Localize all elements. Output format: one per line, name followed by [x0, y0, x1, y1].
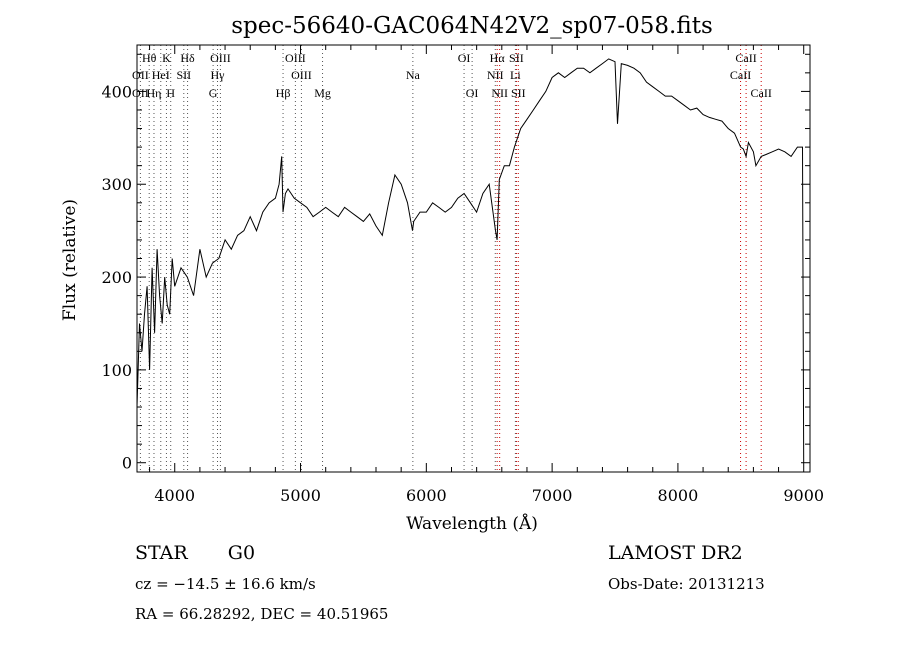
- plot-frame: [136, 44, 811, 473]
- line-label-19: Hη: [147, 86, 162, 100]
- x-tick-label: 4000: [154, 486, 195, 505]
- object-class: STAR G0: [135, 542, 255, 564]
- flux-series-line: [136, 58, 805, 463]
- x-tick-label: 8000: [658, 486, 699, 505]
- line-label-23: Mg: [314, 86, 331, 100]
- line-label-11: SII: [176, 68, 191, 82]
- x-axis-label: Wavelength (Å): [406, 513, 538, 534]
- line-label-6: Hα: [490, 51, 506, 65]
- line-label-26: SII: [511, 86, 526, 100]
- subclass-label: G0: [227, 542, 256, 564]
- line-label-3: OIII: [210, 51, 231, 65]
- x-tick-label: 7000: [532, 486, 573, 505]
- line-label-18: OII: [132, 86, 149, 100]
- line-label-2: Hδ: [180, 51, 195, 65]
- spectral-line-markers: [139, 45, 762, 472]
- y-tick-label: 200: [101, 268, 132, 287]
- x-tick-label: 6000: [406, 486, 447, 505]
- x-axis: 4000 5000 6000 7000 8000 9000: [149, 45, 824, 505]
- line-label-10: HeI: [152, 68, 170, 82]
- line-label-15: NII: [487, 68, 504, 82]
- x-tick-label: 9000: [783, 486, 824, 505]
- coordinates: RA = 66.28292, DEC = 40.51965: [135, 605, 389, 623]
- line-label-27: CaII: [751, 86, 772, 100]
- line-label-8: CaII: [735, 51, 756, 65]
- line-label-24: OI: [466, 86, 479, 100]
- line-label-4: OIII: [285, 51, 306, 65]
- survey-name: LAMOST DR2: [608, 542, 743, 564]
- y-tick-label: 100: [101, 361, 132, 380]
- line-label-21: G: [209, 86, 218, 100]
- line-label-0: Hθ: [142, 51, 157, 65]
- y-tick-label: 300: [101, 175, 132, 194]
- y-tick-label: 400: [101, 82, 132, 101]
- line-label-16: Li: [510, 68, 521, 82]
- redshift-text: cz = −14.5 ± 16.6 km/s: [135, 575, 316, 593]
- line-label-17: CaII: [730, 68, 751, 82]
- line-label-9: OII: [132, 68, 149, 82]
- line-label-5: OI: [458, 51, 471, 65]
- y-axis: 0 100 200 300 400: [101, 53, 810, 473]
- line-label-13: OIII: [291, 68, 312, 82]
- line-label-22: Hβ: [276, 86, 291, 100]
- line-label-1: K: [162, 51, 171, 65]
- y-axis-label: Flux (relative): [60, 199, 80, 321]
- obs-date: Obs-Date: 20131213: [608, 575, 765, 593]
- line-label-12: Hγ: [211, 68, 226, 82]
- line-label-20: H: [166, 86, 175, 100]
- class-label: STAR: [135, 542, 188, 564]
- x-tick-label: 5000: [280, 486, 321, 505]
- line-label-25: NII: [491, 86, 508, 100]
- chart-title: spec-56640-GAC064N42V2_sp07-058.fits: [231, 13, 713, 39]
- line-label-14: Na: [406, 68, 421, 82]
- y-tick-label: 0: [122, 454, 132, 473]
- line-label-7: SII: [509, 51, 524, 65]
